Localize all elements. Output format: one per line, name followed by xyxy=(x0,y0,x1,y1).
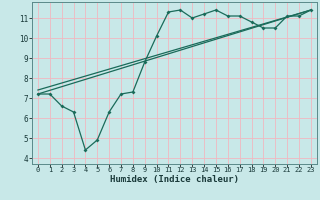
X-axis label: Humidex (Indice chaleur): Humidex (Indice chaleur) xyxy=(110,175,239,184)
